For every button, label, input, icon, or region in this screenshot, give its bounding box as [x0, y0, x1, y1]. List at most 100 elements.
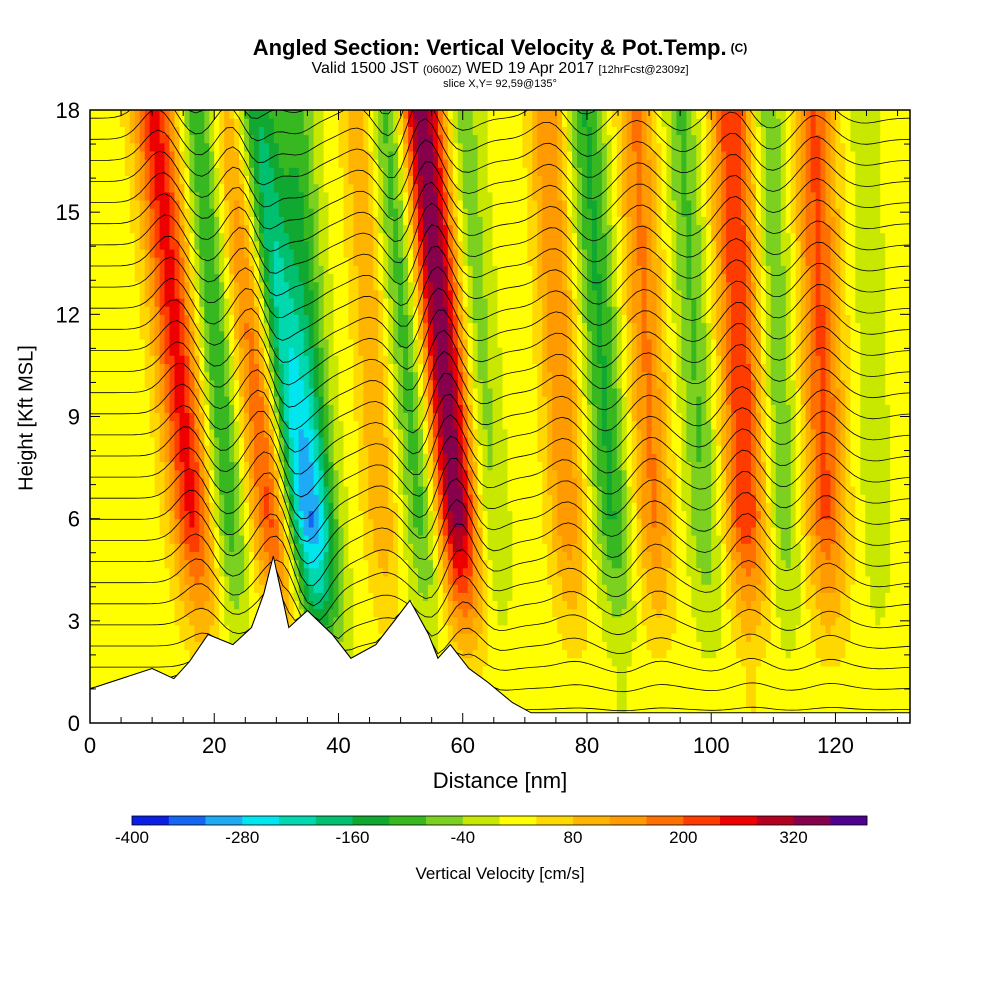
velocity-cell	[522, 698, 528, 708]
velocity-cell	[189, 633, 195, 642]
velocity-cell	[268, 510, 275, 520]
velocity-cell	[99, 510, 106, 520]
velocity-cell	[522, 649, 528, 659]
velocity-cell	[209, 510, 215, 520]
velocity-cell	[755, 543, 762, 552]
velocity-cell	[845, 518, 851, 528]
velocity-cell	[99, 592, 106, 601]
velocity-cell	[751, 682, 757, 691]
velocity-cell	[795, 698, 802, 708]
velocity-cell	[731, 657, 737, 667]
velocity-cell	[139, 518, 146, 528]
velocity-cell	[785, 706, 792, 716]
velocity-cell	[263, 559, 270, 569]
velocity-cell	[865, 616, 871, 626]
velocity-cell	[835, 592, 842, 601]
velocity-cell	[209, 551, 215, 561]
velocity-cell	[308, 559, 315, 569]
velocity-cell	[254, 526, 260, 536]
velocity-cell	[378, 575, 384, 585]
velocity-cell	[567, 624, 573, 634]
velocity-cell	[676, 657, 682, 667]
velocity-cell	[905, 682, 910, 691]
velocity-cell	[527, 649, 533, 659]
velocity-cell	[721, 575, 727, 585]
velocity-cell	[527, 690, 533, 700]
velocity-cell	[169, 649, 176, 659]
velocity-cell	[815, 698, 822, 708]
velocity-cell	[641, 706, 648, 716]
velocity-cell	[249, 584, 255, 593]
velocity-cell	[701, 600, 707, 610]
velocity-cell	[726, 502, 732, 512]
velocity-cell	[741, 510, 747, 520]
velocity-cell	[189, 608, 195, 618]
velocity-cell	[278, 510, 285, 520]
velocity-cell	[273, 526, 280, 536]
velocity-cell	[542, 641, 548, 651]
velocity-cell	[666, 551, 673, 561]
velocity-cell	[671, 494, 678, 503]
velocity-cell	[109, 584, 116, 593]
velocity-cell	[557, 616, 563, 626]
velocity-cell	[840, 649, 846, 659]
velocity-cell	[398, 486, 404, 495]
velocity-cell	[736, 559, 742, 569]
velocity-cell	[661, 624, 668, 634]
velocity-cell	[318, 616, 325, 626]
velocity-cell	[378, 510, 384, 520]
velocity-cell	[577, 649, 583, 659]
velocity-cell	[746, 510, 752, 520]
velocity-cell	[214, 477, 220, 487]
velocity-cell	[865, 698, 871, 708]
velocity-cell	[104, 584, 111, 593]
velocity-cell	[418, 567, 424, 577]
velocity-cell	[184, 535, 190, 544]
velocity-cell	[487, 486, 494, 495]
velocity-cell	[601, 584, 608, 593]
velocity-cell	[577, 575, 583, 585]
velocity-cell	[577, 698, 583, 708]
velocity-cell	[621, 567, 628, 577]
velocity-cell	[472, 486, 479, 495]
velocity-cell	[263, 543, 270, 552]
velocity-cell	[760, 535, 767, 544]
velocity-cell	[174, 624, 181, 634]
velocity-cell	[666, 682, 673, 691]
velocity-cell	[527, 624, 533, 634]
velocity-cell	[621, 526, 628, 536]
velocity-cell	[328, 592, 335, 601]
velocity-cell	[482, 657, 489, 667]
velocity-cell	[582, 510, 588, 520]
velocity-cell	[900, 608, 906, 618]
velocity-cell	[154, 510, 161, 520]
velocity-cell	[179, 551, 186, 561]
velocity-cell	[601, 633, 608, 642]
velocity-cell	[288, 584, 295, 593]
velocity-cell	[805, 682, 812, 691]
velocity-cell	[815, 518, 822, 528]
velocity-cell	[487, 665, 494, 675]
velocity-cell	[427, 559, 434, 569]
velocity-cell	[587, 477, 593, 487]
velocity-cell	[765, 486, 772, 495]
velocity-cell	[716, 486, 722, 495]
velocity-cell	[875, 633, 881, 642]
velocity-cell	[154, 575, 161, 585]
velocity-cell	[835, 665, 842, 675]
velocity-cell	[119, 657, 126, 667]
velocity-cell	[870, 600, 876, 610]
velocity-cell	[408, 567, 414, 577]
velocity-cell	[666, 543, 673, 552]
velocity-cell	[373, 518, 379, 528]
velocity-cell	[701, 657, 707, 667]
velocity-cell	[124, 543, 131, 552]
velocity-cell	[174, 526, 181, 536]
velocity-cell	[537, 592, 543, 601]
velocity-cell	[840, 674, 846, 683]
velocity-cell	[795, 641, 802, 651]
velocity-cell	[651, 682, 658, 691]
velocity-cell	[368, 584, 374, 593]
velocity-cell	[726, 657, 732, 667]
velocity-cell	[552, 698, 558, 708]
